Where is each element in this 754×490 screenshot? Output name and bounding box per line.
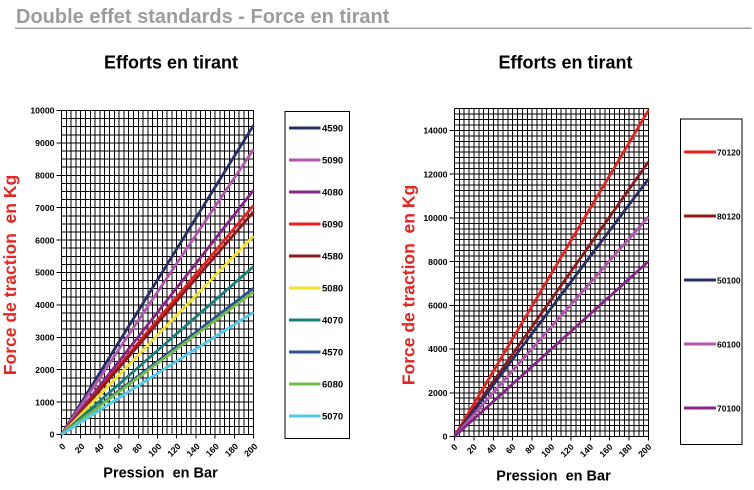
svg-text:6000: 6000	[35, 235, 54, 245]
svg-text:1000: 1000	[35, 397, 54, 407]
svg-text:80: 80	[523, 442, 537, 456]
svg-text:6000: 6000	[428, 301, 447, 311]
svg-text:140: 140	[578, 442, 595, 459]
svg-text:100: 100	[539, 442, 556, 459]
svg-text:5090: 5090	[322, 155, 343, 166]
svg-text:Double effet standards - Force: Double effet standards - Force en tirant	[16, 6, 390, 28]
svg-text:4580: 4580	[322, 251, 343, 262]
svg-text:120: 120	[165, 441, 182, 458]
svg-text:180: 180	[617, 442, 634, 459]
svg-text:200: 200	[636, 442, 653, 459]
svg-text:4590: 4590	[322, 123, 343, 134]
svg-text:Pression en Bar: Pression en Bar	[103, 466, 218, 482]
svg-text:60: 60	[111, 441, 125, 455]
svg-text:70120: 70120	[717, 147, 741, 157]
svg-text:0: 0	[449, 442, 460, 453]
svg-text:0: 0	[443, 432, 448, 442]
svg-text:6090: 6090	[322, 219, 343, 230]
svg-text:40: 40	[92, 441, 106, 455]
svg-text:4000: 4000	[428, 344, 447, 354]
svg-text:4080: 4080	[322, 187, 343, 198]
svg-text:8000: 8000	[35, 171, 54, 181]
svg-text:10000: 10000	[30, 106, 54, 116]
svg-text:80120: 80120	[717, 211, 741, 221]
svg-text:60100: 60100	[717, 339, 741, 349]
svg-text:6080: 6080	[322, 379, 343, 390]
svg-text:2000: 2000	[428, 388, 447, 398]
svg-text:5070: 5070	[322, 411, 343, 422]
svg-text:2000: 2000	[35, 365, 54, 375]
svg-text:60: 60	[504, 442, 518, 456]
svg-text:9000: 9000	[35, 138, 54, 148]
svg-text:12000: 12000	[423, 169, 447, 179]
svg-text:40: 40	[484, 442, 498, 456]
svg-text:Efforts en tirant: Efforts en tirant	[104, 53, 238, 73]
svg-text:120: 120	[558, 442, 575, 459]
svg-text:160: 160	[597, 442, 614, 459]
svg-text:20: 20	[73, 441, 87, 455]
svg-text:5000: 5000	[35, 268, 54, 278]
svg-text:4070: 4070	[322, 315, 343, 326]
svg-text:10000: 10000	[423, 213, 447, 223]
svg-text:80: 80	[130, 441, 144, 455]
svg-text:Pression en Bar: Pression en Bar	[496, 469, 611, 485]
svg-text:8000: 8000	[428, 257, 447, 267]
svg-text:50100: 50100	[717, 275, 741, 285]
svg-text:180: 180	[223, 441, 240, 458]
svg-text:160: 160	[204, 441, 221, 458]
svg-text:Efforts en tirant: Efforts en tirant	[498, 53, 632, 73]
svg-text:0: 0	[50, 430, 55, 440]
svg-text:14000: 14000	[423, 126, 447, 136]
svg-text:140: 140	[184, 441, 201, 458]
svg-text:7000: 7000	[35, 203, 54, 213]
svg-text:3000: 3000	[35, 333, 54, 343]
svg-text:4570: 4570	[322, 347, 343, 358]
svg-text:200: 200	[242, 441, 259, 458]
svg-text:5080: 5080	[322, 283, 343, 294]
svg-text:100: 100	[146, 441, 163, 458]
svg-text:70100: 70100	[717, 403, 741, 413]
svg-text:Force de traction en Kg: Force de traction en Kg	[0, 175, 20, 375]
svg-text:20: 20	[465, 442, 479, 456]
svg-text:Force de traction en Kg: Force de traction en Kg	[398, 185, 418, 385]
svg-text:0: 0	[57, 441, 68, 452]
svg-text:4000: 4000	[35, 300, 54, 310]
